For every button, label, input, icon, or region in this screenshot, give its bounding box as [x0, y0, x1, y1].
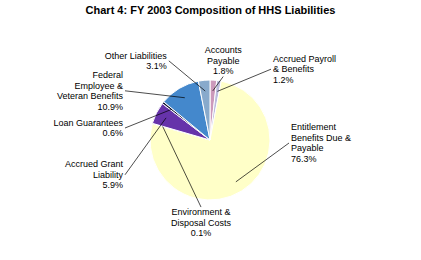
- svg-text:Other Liabilities3.1%: Other Liabilities3.1%: [105, 51, 168, 72]
- svg-text:Loan Guarantees0.6%: Loan Guarantees0.6%: [53, 118, 123, 139]
- svg-text:AccountsPayable1.8%: AccountsPayable1.8%: [205, 45, 243, 76]
- html-text:Chart 4: FY 2003 Composition o: Chart 4: FY 2003 Composition of HHS Liab…: [85, 4, 336, 16]
- svg-text:EntitlementBenefits Due &Payab: EntitlementBenefits Due &Payable76.3%: [291, 122, 351, 164]
- svg-text:FederalEmployee &Veteran Benef: FederalEmployee &Veteran Benefits10.9%: [57, 70, 124, 112]
- svg-text:Accrued Payroll& Benefits1.2%: Accrued Payroll& Benefits1.2%: [273, 54, 336, 85]
- svg-text:Accrued GrantLiability5.9%: Accrued GrantLiability5.9%: [65, 159, 124, 190]
- svg-text:Environment &Disposal Costs0.1: Environment &Disposal Costs0.1%: [171, 207, 232, 238]
